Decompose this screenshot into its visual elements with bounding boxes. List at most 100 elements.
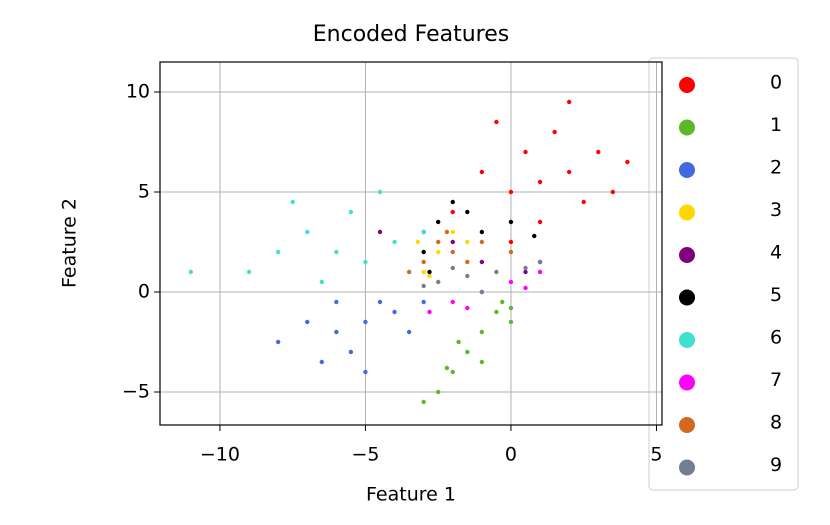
point [450, 299, 455, 305]
point [436, 219, 441, 225]
point [427, 269, 432, 275]
point [450, 209, 455, 215]
point [377, 229, 383, 235]
point [465, 239, 470, 245]
point [508, 189, 514, 195]
legend-label: 4 [770, 242, 782, 264]
point [450, 369, 455, 375]
point [334, 299, 339, 305]
point [494, 269, 499, 275]
point [348, 209, 354, 215]
point [427, 273, 432, 279]
point [363, 259, 368, 265]
point [421, 249, 426, 255]
point [508, 305, 514, 311]
point [523, 265, 528, 271]
legend-marker [679, 374, 695, 391]
point [456, 339, 461, 345]
point [552, 129, 557, 135]
point [427, 309, 432, 315]
point [479, 289, 485, 295]
point [246, 269, 252, 275]
point [566, 169, 572, 175]
point [508, 279, 514, 285]
legend-label: 9 [770, 454, 782, 476]
point [523, 285, 528, 291]
point [421, 229, 426, 235]
legend-label: 3 [770, 199, 782, 221]
point [406, 269, 412, 275]
point [508, 319, 514, 325]
legend-marker [679, 77, 695, 93]
point [596, 149, 601, 155]
point [363, 319, 368, 325]
legend-label: 0 [770, 72, 782, 94]
point [479, 229, 485, 235]
point [494, 309, 499, 315]
point [334, 329, 339, 335]
point [436, 279, 441, 285]
point [319, 359, 325, 365]
point [610, 189, 616, 195]
point [436, 239, 441, 245]
point [508, 219, 514, 225]
y-tick-label: 5 [138, 181, 150, 203]
legend-label: 7 [770, 369, 782, 391]
point [537, 269, 543, 275]
point [450, 249, 455, 255]
legend-label: 1 [770, 114, 782, 136]
y-axis-label: Feature 2 [59, 198, 81, 288]
point [479, 329, 485, 335]
legend-marker [679, 162, 695, 178]
legend-marker [679, 204, 695, 221]
point [537, 219, 543, 225]
legend-marker [679, 289, 695, 306]
point [334, 249, 339, 255]
legend-label: 2 [770, 157, 782, 179]
legend-marker [679, 459, 695, 476]
y-tick-label: −5 [122, 381, 150, 403]
point [377, 189, 383, 195]
legend-marker [679, 332, 695, 348]
point [348, 349, 354, 355]
point [436, 389, 441, 395]
point [188, 269, 194, 275]
point [532, 233, 537, 239]
point [625, 159, 630, 165]
x-tick-label: −10 [200, 444, 240, 466]
point [523, 269, 528, 275]
point [305, 229, 310, 235]
point [465, 273, 470, 279]
point [444, 229, 450, 235]
point [377, 299, 383, 305]
point [479, 359, 485, 365]
point [465, 349, 470, 355]
x-tick-label: 0 [505, 444, 517, 466]
legend-label: 5 [770, 284, 782, 306]
point [415, 239, 421, 245]
y-tick-label: 10 [126, 81, 150, 103]
legend-label: 6 [770, 327, 782, 349]
point [450, 229, 455, 235]
point [566, 99, 572, 105]
point [479, 169, 485, 175]
point [537, 259, 543, 265]
point [275, 339, 281, 345]
point [392, 309, 397, 315]
legend-marker [679, 119, 695, 136]
point [537, 179, 543, 185]
point [523, 149, 528, 155]
point [392, 239, 397, 245]
point [450, 239, 455, 245]
point [479, 239, 485, 245]
point [290, 199, 295, 205]
point [581, 199, 586, 205]
point [421, 269, 426, 275]
point [421, 259, 426, 265]
point [465, 305, 470, 311]
legend-marker [679, 247, 695, 263]
point [508, 249, 514, 255]
point [421, 283, 426, 289]
y-tick-label: 0 [138, 281, 150, 303]
point [363, 369, 368, 375]
